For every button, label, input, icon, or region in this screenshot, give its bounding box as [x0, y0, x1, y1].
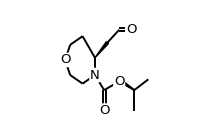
Text: O: O — [126, 23, 136, 36]
Text: O: O — [114, 75, 125, 88]
Text: N: N — [90, 68, 100, 81]
Polygon shape — [95, 42, 108, 58]
Text: O: O — [60, 53, 70, 66]
Text: O: O — [99, 104, 109, 117]
